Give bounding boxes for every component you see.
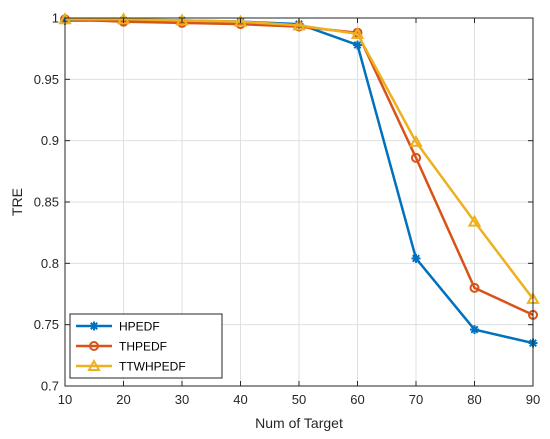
y-tick-label: 1 (52, 11, 59, 26)
axis-ticks: 10 20 30 40 50 60 70 80 90 0.7 0.75 0.8 0.85 0.9 0.95 1 (34, 11, 541, 408)
data-point (353, 40, 362, 50)
x-tick-label: 90 (526, 392, 540, 407)
series-line (65, 17, 534, 300)
y-axis-label: TRE (9, 188, 25, 216)
y-tick-label: 0.95 (34, 72, 59, 87)
data-point (350, 26, 365, 39)
y-tick-label: 0.75 (34, 317, 59, 332)
legend-marker (87, 358, 101, 371)
x-tick-label: 70 (409, 392, 423, 407)
series-group (58, 12, 540, 348)
data-point (292, 18, 306, 31)
series-ttwhpedf (58, 12, 540, 304)
legend-marker (89, 321, 99, 331)
data-point (233, 14, 248, 27)
legend-marker (89, 341, 99, 351)
x-tick-label: 50 (292, 392, 306, 407)
x-axis-label: Num of Target (255, 415, 343, 431)
x-tick-label: 40 (233, 392, 247, 407)
legend-label: THPEDF (119, 340, 167, 354)
data-point (116, 12, 131, 25)
data-point (470, 325, 479, 335)
legend: HPEDF THPEDF TTWHPEDF (69, 313, 223, 379)
legend-label: TTWHPEDF (119, 360, 186, 374)
legend-item: HPEDF (76, 320, 160, 334)
data-point (467, 214, 482, 227)
data-point (411, 152, 421, 163)
legend-label: HPEDF (119, 320, 160, 334)
legend-item: THPEDF (76, 340, 167, 354)
data-point (175, 13, 189, 26)
y-tick-label: 0.8 (41, 256, 59, 271)
y-tick-label: 0.85 (34, 195, 59, 210)
y-tick-label: 0.9 (41, 133, 59, 148)
y-tick-label: 0.7 (41, 379, 59, 394)
x-tick-label: 30 (175, 392, 189, 407)
x-tick-label: 80 (467, 392, 481, 407)
legend-item: TTWHPEDF (76, 358, 186, 374)
x-tick-label: 20 (116, 392, 130, 407)
data-point (411, 253, 421, 263)
x-tick-label: 60 (350, 392, 364, 407)
data-point (469, 282, 480, 293)
data-point (409, 134, 423, 147)
x-tick-label: 10 (58, 392, 72, 407)
